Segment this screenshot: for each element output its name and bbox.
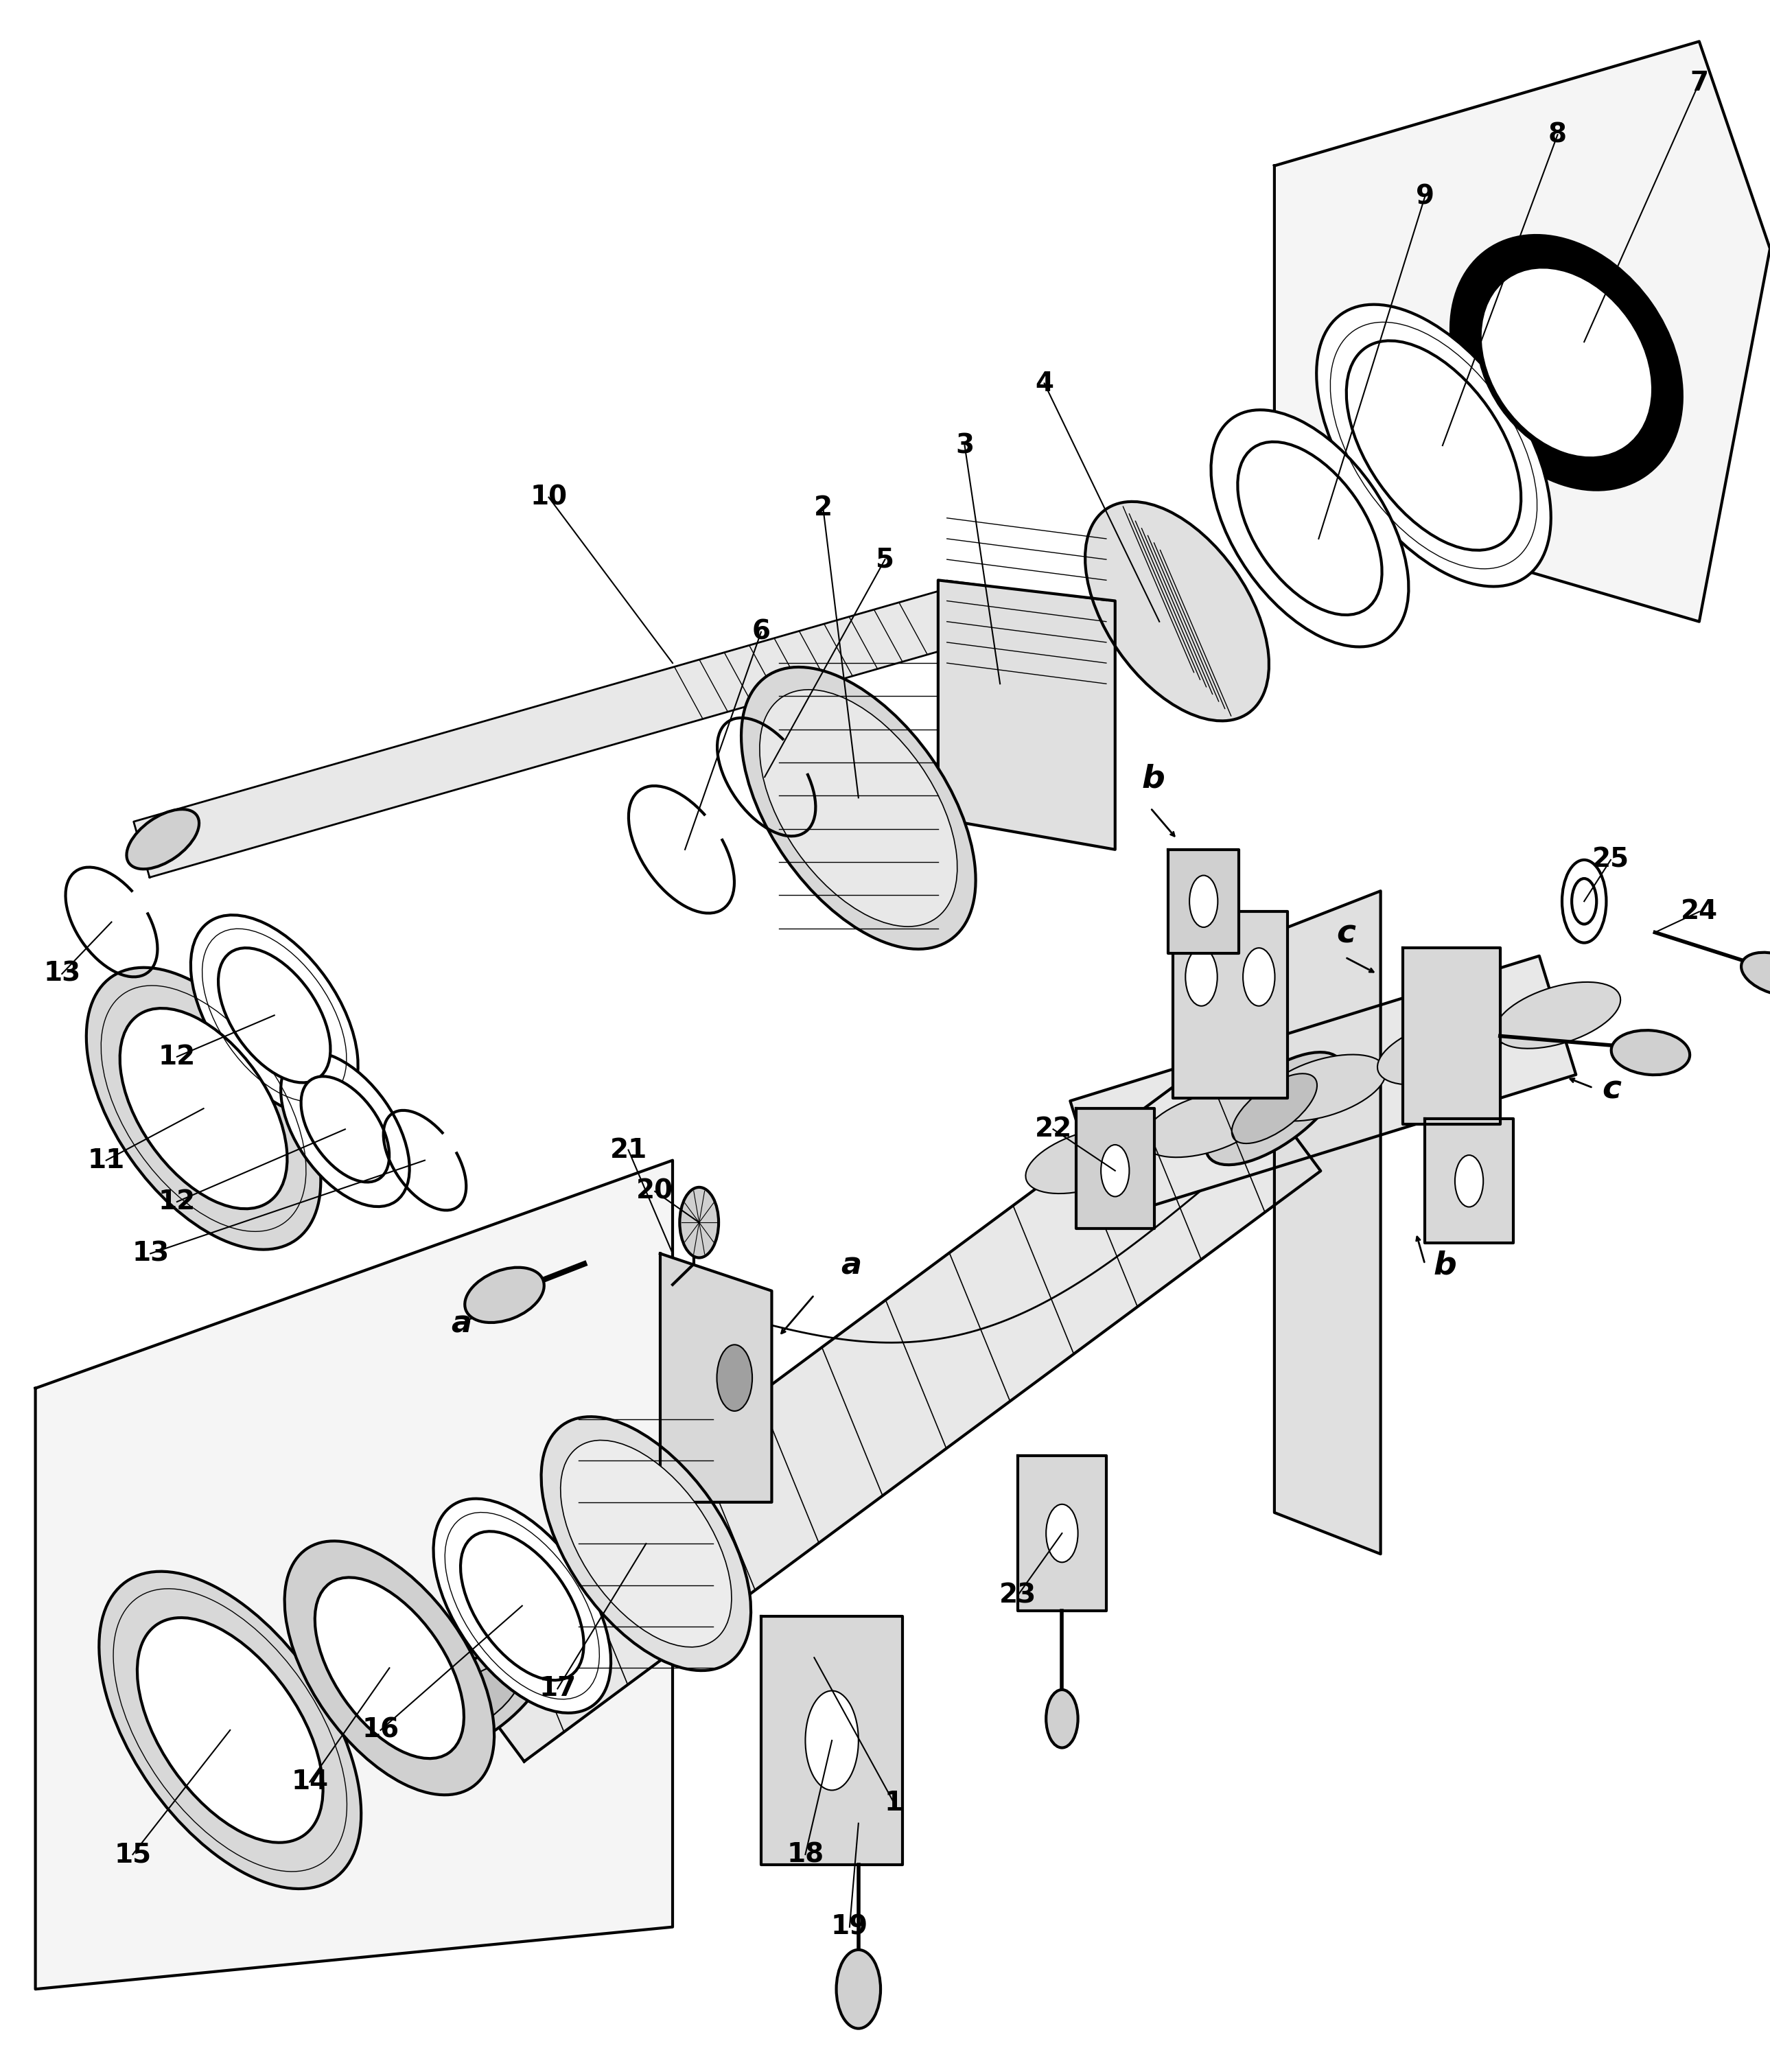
Polygon shape <box>1425 1119 1513 1243</box>
Ellipse shape <box>561 1440 731 1647</box>
Ellipse shape <box>127 810 198 868</box>
Ellipse shape <box>1186 947 1218 1007</box>
Ellipse shape <box>759 690 958 926</box>
Text: a: a <box>451 1310 473 1339</box>
Polygon shape <box>35 1160 673 1989</box>
Polygon shape <box>938 580 1115 850</box>
Ellipse shape <box>1455 1156 1483 1206</box>
Text: 4: 4 <box>1035 371 1053 396</box>
Ellipse shape <box>1205 1053 1343 1164</box>
Text: 16: 16 <box>363 1718 398 1743</box>
Ellipse shape <box>1232 1073 1317 1144</box>
Text: b: b <box>1434 1249 1457 1280</box>
Text: 18: 18 <box>788 1842 823 1867</box>
Ellipse shape <box>1143 1090 1269 1158</box>
Ellipse shape <box>435 1664 520 1734</box>
Ellipse shape <box>1211 410 1409 646</box>
Ellipse shape <box>542 1417 750 1670</box>
Text: 1: 1 <box>885 1790 903 1815</box>
Polygon shape <box>1172 912 1289 1098</box>
Ellipse shape <box>1046 1504 1078 1562</box>
Ellipse shape <box>191 916 358 1115</box>
Ellipse shape <box>1572 879 1597 924</box>
Text: 11: 11 <box>87 1148 126 1173</box>
Ellipse shape <box>301 1075 389 1183</box>
Text: 13: 13 <box>42 961 81 986</box>
Text: 12: 12 <box>158 1189 196 1214</box>
Ellipse shape <box>1478 265 1655 460</box>
Ellipse shape <box>1377 1017 1503 1086</box>
Ellipse shape <box>434 1498 611 1714</box>
Ellipse shape <box>99 1571 361 1890</box>
Ellipse shape <box>742 667 975 949</box>
Ellipse shape <box>1317 305 1551 586</box>
Ellipse shape <box>835 1950 880 2028</box>
Ellipse shape <box>1243 947 1274 1007</box>
Text: 10: 10 <box>531 485 566 510</box>
Text: 9: 9 <box>1416 184 1434 209</box>
Ellipse shape <box>1046 1689 1078 1747</box>
Text: 15: 15 <box>115 1842 150 1867</box>
Ellipse shape <box>409 1643 547 1755</box>
Ellipse shape <box>466 1268 543 1322</box>
Ellipse shape <box>218 947 331 1084</box>
Ellipse shape <box>281 1053 409 1206</box>
Text: 3: 3 <box>956 433 974 458</box>
Polygon shape <box>1402 949 1499 1123</box>
Polygon shape <box>1274 891 1381 1554</box>
Ellipse shape <box>1561 860 1607 943</box>
Polygon shape <box>1274 41 1770 622</box>
Text: 14: 14 <box>292 1769 327 1794</box>
Polygon shape <box>133 584 982 876</box>
Text: 22: 22 <box>1034 1117 1073 1142</box>
Ellipse shape <box>1453 236 1680 489</box>
Ellipse shape <box>120 1009 287 1208</box>
Ellipse shape <box>285 1542 494 1794</box>
Polygon shape <box>1071 955 1575 1220</box>
Polygon shape <box>1168 850 1239 953</box>
Text: 12: 12 <box>158 1044 196 1069</box>
Ellipse shape <box>717 1345 752 1411</box>
Ellipse shape <box>805 1691 858 1790</box>
Text: 2: 2 <box>814 495 832 520</box>
Text: 5: 5 <box>876 547 894 572</box>
Text: 21: 21 <box>609 1138 648 1162</box>
Text: 6: 6 <box>752 620 770 644</box>
Text: a: a <box>841 1251 862 1280</box>
Text: c: c <box>1602 1073 1621 1104</box>
Text: b: b <box>1142 762 1165 794</box>
Ellipse shape <box>680 1187 719 1258</box>
Polygon shape <box>1076 1109 1154 1229</box>
Ellipse shape <box>1189 874 1218 928</box>
Text: 13: 13 <box>131 1241 170 1266</box>
Ellipse shape <box>1742 953 1770 995</box>
Text: 8: 8 <box>1549 122 1566 147</box>
Ellipse shape <box>1025 1127 1152 1193</box>
Ellipse shape <box>1611 1030 1690 1075</box>
Text: 17: 17 <box>538 1676 577 1701</box>
Ellipse shape <box>1260 1055 1386 1121</box>
Ellipse shape <box>1085 501 1269 721</box>
Text: c: c <box>1336 918 1356 949</box>
Ellipse shape <box>460 1531 584 1680</box>
Ellipse shape <box>1101 1144 1129 1196</box>
Polygon shape <box>432 1046 1320 1761</box>
Polygon shape <box>761 1616 903 1865</box>
Polygon shape <box>660 1254 772 1502</box>
Text: 24: 24 <box>1681 899 1717 924</box>
Text: 23: 23 <box>998 1583 1037 1608</box>
Text: 25: 25 <box>1593 847 1628 872</box>
Text: 20: 20 <box>637 1179 673 1204</box>
Ellipse shape <box>315 1577 464 1759</box>
Ellipse shape <box>87 968 320 1249</box>
Polygon shape <box>1018 1455 1106 1612</box>
Ellipse shape <box>1237 441 1382 615</box>
Ellipse shape <box>1347 340 1520 551</box>
Text: 7: 7 <box>1690 70 1708 95</box>
Ellipse shape <box>1494 982 1621 1048</box>
Text: 19: 19 <box>832 1915 867 1939</box>
Ellipse shape <box>138 1618 322 1842</box>
